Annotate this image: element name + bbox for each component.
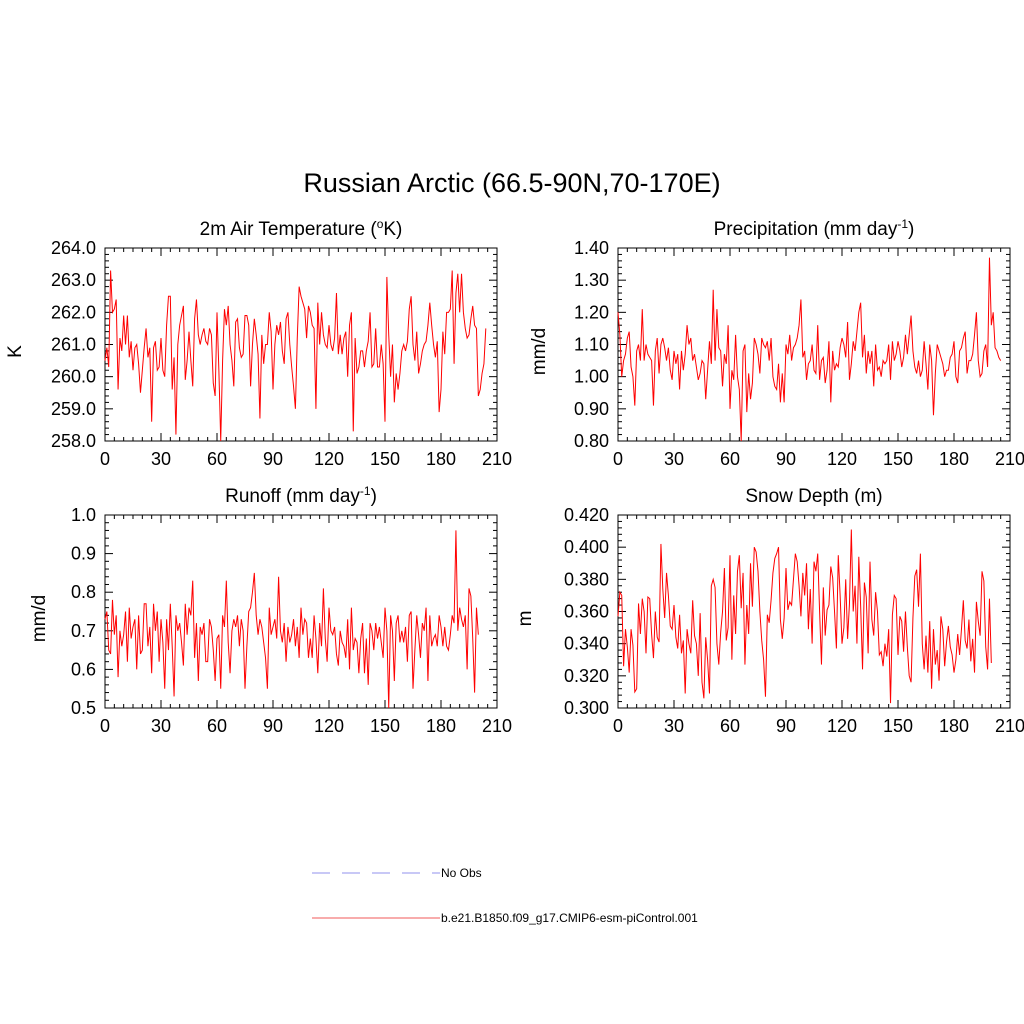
y-axis-label: K xyxy=(5,345,26,358)
y-tick-label: 259.0 xyxy=(51,399,96,419)
x-tick-label: 30 xyxy=(151,449,171,469)
panel-3: 0 30 60 90 120 150 180 210 0.5 0.6 0.7 0.8 0.9 1.0 Run… xyxy=(29,484,512,736)
x-tick-label: 210 xyxy=(482,449,512,469)
y-tick-label: 1.10 xyxy=(574,335,609,355)
x-tick-label: 120 xyxy=(314,449,344,469)
y-tick-label: 261.0 xyxy=(51,335,96,355)
x-tick-label: 90 xyxy=(776,449,796,469)
y-tick-label: 1.40 xyxy=(574,238,609,258)
y-tick-label: 0.360 xyxy=(564,602,609,622)
y-tick-label: 0.420 xyxy=(564,505,609,525)
panels: 0 30 60 90 120 150 180 210 258.0 259.0 260.0 261.0 2… xyxy=(5,217,1024,736)
x-tick-label: 180 xyxy=(426,716,456,736)
figure-title: Russian Arctic (66.5-90N,70-170E) xyxy=(303,168,720,198)
legend-label-no-obs: No Obs xyxy=(441,866,482,880)
x-tick-label: 0 xyxy=(100,716,110,736)
x-tick-label: 210 xyxy=(995,449,1024,469)
y-tick-label: 0.90 xyxy=(574,399,609,419)
series-line xyxy=(617,257,1002,442)
x-tick-label: 90 xyxy=(263,716,283,736)
x-tick-label: 0 xyxy=(100,449,110,469)
x-tick-label: 180 xyxy=(939,449,969,469)
x-tick-label: 120 xyxy=(314,716,344,736)
series-line xyxy=(617,529,992,704)
series-line xyxy=(104,270,487,442)
x-tick-label: 60 xyxy=(207,716,227,736)
plot-frame xyxy=(104,247,498,442)
y-tick-label: 0.300 xyxy=(564,698,609,718)
x-tick-label: 0 xyxy=(613,449,623,469)
legend: No Obs b.e21.B1850.f09_g17.CMIP6-esm-piC… xyxy=(312,866,698,925)
y-tick-label: 260.0 xyxy=(51,367,96,387)
panel-title: Runoff (mm day-1) xyxy=(225,484,377,507)
y-tick-label: 0.9 xyxy=(71,544,96,564)
x-tick-label: 210 xyxy=(482,716,512,736)
y-tick-label: 0.8 xyxy=(71,582,96,602)
x-tick-label: 60 xyxy=(207,449,227,469)
y-tick-label: 0.5 xyxy=(71,698,96,718)
x-tick-label: 150 xyxy=(883,716,913,736)
x-tick-label: 120 xyxy=(827,716,857,736)
x-tick-label: 30 xyxy=(664,716,684,736)
x-tick-label: 180 xyxy=(939,716,969,736)
x-tick-label: 210 xyxy=(995,716,1024,736)
series-line xyxy=(104,530,479,709)
y-tick-label: 263.0 xyxy=(51,270,96,290)
x-tick-label: 150 xyxy=(370,716,400,736)
x-tick-label: 30 xyxy=(664,449,684,469)
x-tick-label: 90 xyxy=(776,716,796,736)
y-axis-label: mm/d xyxy=(529,328,550,376)
y-tick-label: 0.320 xyxy=(564,666,609,686)
y-tick-label: 1.0 xyxy=(71,505,96,525)
x-tick-label: 0 xyxy=(613,716,623,736)
panel-title: 2m Air Temperature (oK) xyxy=(200,217,403,240)
x-tick-label: 180 xyxy=(426,449,456,469)
plot-frame xyxy=(617,514,1011,709)
y-axis-label: m xyxy=(515,611,536,627)
y-tick-label: 0.400 xyxy=(564,537,609,557)
legend-item-no-obs: No Obs xyxy=(312,866,482,880)
y-tick-label: 264.0 xyxy=(51,238,96,258)
x-tick-label: 150 xyxy=(370,449,400,469)
panel-1: 0 30 60 90 120 150 180 210 258.0 259.0 260.0 261.0 2… xyxy=(5,217,512,469)
legend-label-model: b.e21.B1850.f09_g17.CMIP6-esm-piControl.… xyxy=(441,911,698,925)
panel-title: Snow Depth (m) xyxy=(745,486,882,507)
plot-frame xyxy=(617,247,1011,442)
x-tick-label: 60 xyxy=(720,716,740,736)
y-tick-label: 0.340 xyxy=(564,634,609,654)
panel-4: 0 30 60 90 120 150 180 210 0.300 0.320 0.340 0.360 0… xyxy=(515,486,1024,736)
x-tick-label: 30 xyxy=(151,716,171,736)
panel-title: Precipitation (mm day-1) xyxy=(714,217,915,240)
y-tick-label: 0.80 xyxy=(574,431,609,451)
y-tick-label: 258.0 xyxy=(51,431,96,451)
y-tick-label: 0.7 xyxy=(71,621,96,641)
y-tick-label: 1.20 xyxy=(574,302,609,322)
x-tick-label: 150 xyxy=(883,449,913,469)
x-tick-label: 90 xyxy=(263,449,283,469)
y-tick-label: 1.30 xyxy=(574,270,609,290)
y-axis-label: mm/d xyxy=(29,595,50,643)
legend-item-model: b.e21.B1850.f09_g17.CMIP6-esm-piControl.… xyxy=(312,911,698,925)
y-tick-label: 0.6 xyxy=(71,659,96,679)
x-tick-label: 60 xyxy=(720,449,740,469)
panel-2: 0 30 60 90 120 150 180 210 0.80 0.90 1.00 1.10 1.20 1… xyxy=(529,217,1024,469)
x-tick-label: 120 xyxy=(827,449,857,469)
y-tick-label: 0.380 xyxy=(564,569,609,589)
y-tick-label: 262.0 xyxy=(51,302,96,322)
y-tick-label: 1.00 xyxy=(574,367,609,387)
